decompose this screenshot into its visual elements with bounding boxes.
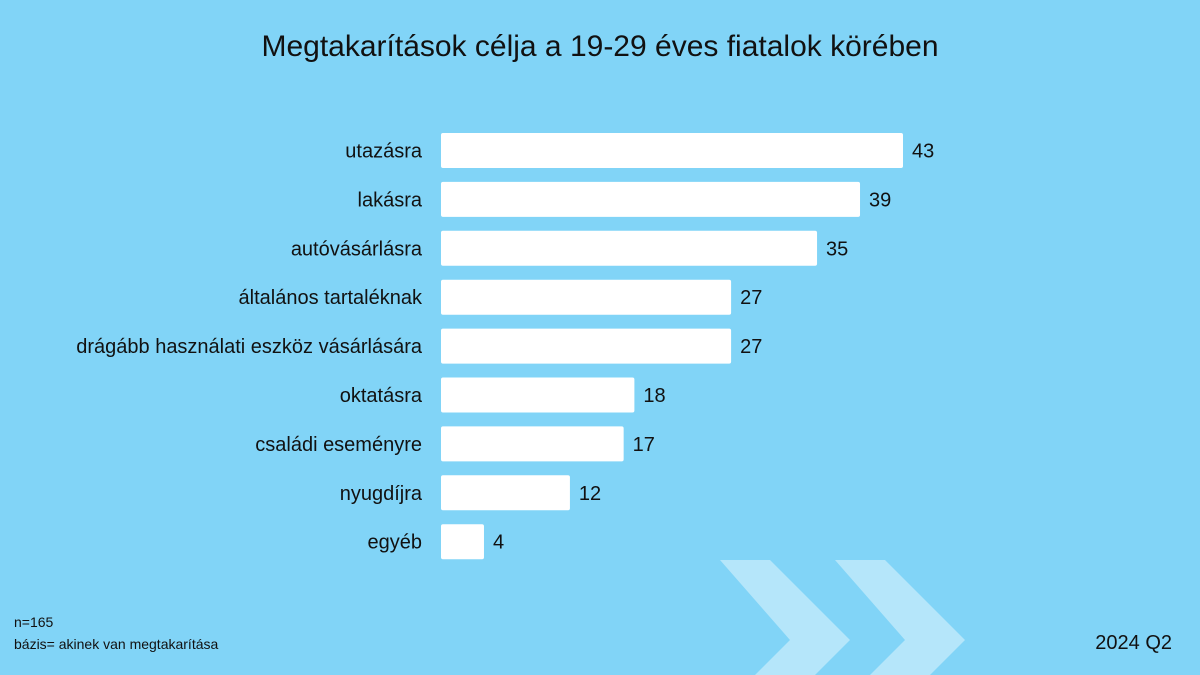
base-note: bázis= akinek van megtakarítása [14, 636, 219, 652]
category-label: lakásra [358, 189, 423, 211]
category-label: oktatásra [340, 385, 423, 407]
value-label: 17 [633, 434, 655, 456]
category-label: utazásra [345, 141, 423, 163]
category-label: drágább használati eszköz vásárlására [76, 336, 423, 358]
category-label: autóvásárlásra [291, 238, 423, 260]
bar [441, 328, 732, 364]
value-label: 35 [826, 238, 848, 260]
bar [441, 426, 624, 462]
category-label: családi eseményre [255, 434, 422, 456]
bar [441, 475, 570, 511]
category-label: nyugdíjra [340, 483, 423, 505]
value-label: 12 [579, 483, 601, 505]
bar [441, 524, 484, 560]
bar [441, 377, 635, 413]
bar [441, 181, 861, 217]
value-label: 39 [869, 189, 891, 211]
bar [441, 230, 818, 266]
bar [441, 133, 903, 168]
category-label: egyéb [368, 532, 423, 554]
chevron-left-icon [720, 560, 850, 675]
value-label: 18 [643, 385, 665, 407]
category-label: általános tartaléknak [239, 287, 423, 309]
value-label: 43 [912, 141, 934, 163]
chevron-right-icon [835, 560, 965, 675]
chart-title: Megtakarítások célja a 19-29 éves fiatal… [261, 30, 939, 63]
value-label: 4 [493, 532, 504, 554]
bar [441, 279, 732, 315]
value-label: 27 [740, 287, 762, 309]
sample-size-note: n=165 [14, 614, 54, 630]
value-label: 27 [740, 336, 762, 358]
period-label: 2024 Q2 [1095, 632, 1172, 654]
